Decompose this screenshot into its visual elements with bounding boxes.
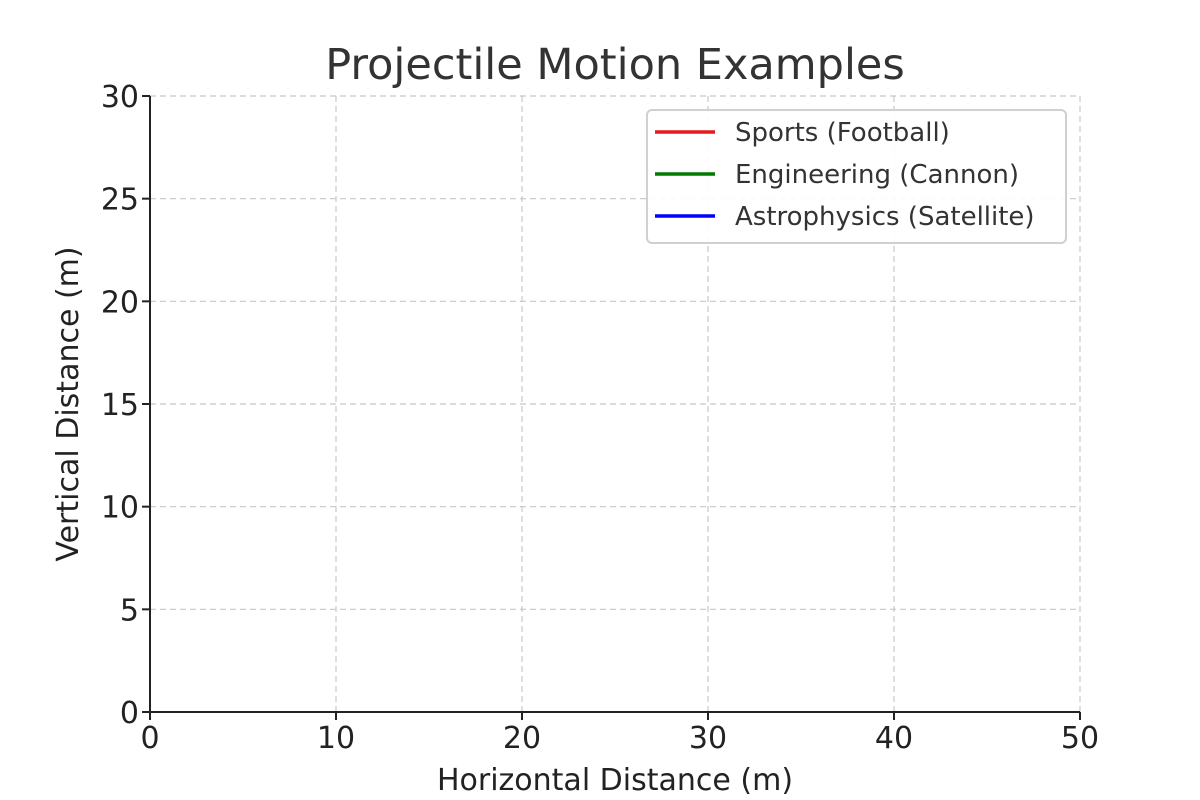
x-tick-label: 30 [689,721,727,756]
chart-title: Projectile Motion Examples [325,40,905,90]
legend: Sports (Football) Engineering (Cannon) Ast… [646,109,1067,244]
x-axis-label: Horizontal Distance (m) [437,763,793,798]
y-tick-label: 5 [120,593,139,628]
legend-label: Sports (Football) [735,118,950,148]
y-tick-label: 20 [101,285,139,320]
y-axis-label: Vertical Distance (m) [51,246,86,561]
y-tick-label: 15 [101,388,139,423]
legend-label: Astrophysics (Satellite) [735,202,1035,232]
x-tick-label: 10 [317,721,355,756]
x-axis-ticks: 0 10 20 30 40 50 [140,712,1099,756]
x-tick-label: 40 [875,721,913,756]
x-tick-label: 0 [140,721,159,756]
y-tick-label: 30 [101,80,139,115]
y-tick-label: 0 [120,696,139,731]
x-tick-label: 50 [1061,721,1099,756]
y-axis-ticks: 0 5 10 15 20 25 30 [101,80,150,731]
legend-box [646,109,1067,244]
x-tick-label: 20 [503,721,541,756]
y-tick-label: 10 [101,491,139,526]
legend-label: Engineering (Cannon) [735,160,1019,190]
y-tick-label: 25 [101,183,139,218]
